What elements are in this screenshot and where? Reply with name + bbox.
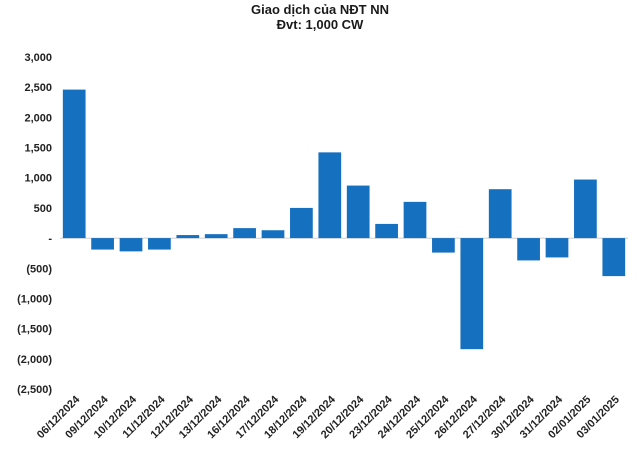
y-tick-label: - (48, 233, 52, 245)
y-tick-label: 2,500 (24, 82, 52, 94)
bars (60, 89, 628, 350)
bar (432, 238, 455, 253)
bar (62, 89, 86, 239)
bar (488, 189, 512, 239)
bar (375, 223, 398, 239)
y-tick-label: 500 (34, 203, 52, 215)
y-tick-label: (500) (26, 263, 52, 275)
bar (545, 238, 569, 258)
chart-title: Giao dịch của NĐT NN (251, 2, 389, 17)
bar (233, 228, 256, 239)
y-tick-label: 1,000 (24, 173, 52, 185)
bar (602, 238, 626, 277)
y-tick-label: 2,000 (24, 112, 52, 124)
bar (91, 238, 114, 250)
chart-subtitle: Đvt: 1,000 CW (276, 17, 364, 32)
bar (574, 179, 597, 239)
bar (318, 152, 342, 239)
y-tick-label: 1,500 (24, 143, 52, 155)
y-tick-label: (2,500) (17, 384, 52, 396)
y-axis: 3,000 2,500 2,000 1,500 1,000 500 - (500) (1,000… (17, 52, 52, 396)
chart-title-block: Giao dịch của NĐT NN Đvt: 1,000 CW (0, 2, 640, 32)
bar (176, 235, 200, 239)
bar (119, 238, 143, 252)
bar (403, 201, 427, 239)
bar (460, 238, 484, 350)
y-tick-label: (1,000) (17, 293, 52, 305)
bar (204, 234, 228, 239)
bar (346, 185, 370, 239)
bar (517, 238, 540, 261)
y-tick-label: 3,000 (24, 52, 52, 64)
bar (148, 238, 171, 250)
x-axis: 06/12/202409/12/202410/12/202411/12/2024… (35, 393, 622, 441)
bar (261, 230, 285, 239)
bar (290, 207, 313, 239)
y-tick-label: (2,000) (17, 354, 52, 366)
y-tick-label: (1,500) (17, 324, 52, 336)
